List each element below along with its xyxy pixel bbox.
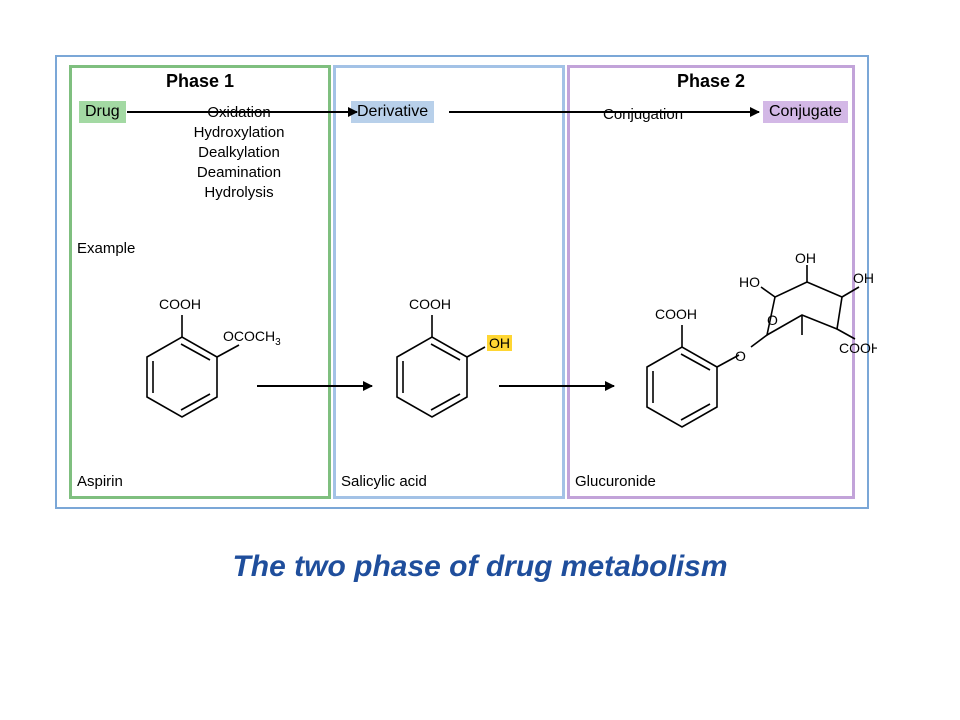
gluc-oh-label: OH (795, 250, 816, 266)
mol-name-salicylic: Salicylic acid (341, 473, 427, 490)
rxn-conjugation: Conjugation (603, 105, 683, 125)
mol-name-aspirin: Aspirin (77, 473, 123, 490)
example-label: Example (77, 240, 135, 257)
phase1-reactions: Oxidation Hydroxylation Dealkylation Dea… (159, 103, 319, 203)
gluc-cooh2-label: COOH (839, 340, 877, 356)
drug-badge: Drug (79, 101, 126, 123)
mol-glucuronide: COOH O O COOH OH HO OH (617, 217, 877, 477)
gluc-o-label: O (735, 348, 746, 364)
gluc-cooh-label: COOH (655, 306, 697, 322)
rxn-hydrolysis: Hydrolysis (159, 183, 319, 203)
mol-salicylic: COOH (357, 287, 527, 462)
conjugate-badge: Conjugate (763, 101, 848, 123)
aspirin-cooh-label: COOH (159, 296, 201, 312)
gluc-oh2-label: OH (853, 270, 874, 286)
rxn-oxidation: Oxidation (159, 103, 319, 123)
phase2-reactions: Conjugation (603, 105, 683, 125)
mol-aspirin: COOH OCOCH3 (97, 287, 287, 462)
rxn-dealkylation: Dealkylation (159, 143, 319, 163)
salicylic-cooh-label: COOH (409, 296, 451, 312)
salicylic-oh-badge: OH (487, 335, 512, 351)
phase1-header: Phase 1 (69, 71, 331, 92)
figure-caption: The two phase of drug metabolism (0, 550, 960, 584)
phase2-header: Phase 2 (567, 71, 855, 92)
rxn-deamination: Deamination (159, 163, 319, 183)
arrow-drug-to-derivative (127, 111, 357, 113)
gluc-o2-label: O (767, 312, 778, 328)
gluc-ho-label: HO (739, 274, 760, 290)
arrow-derivative-to-conjugate (449, 111, 759, 113)
diagram-frame: Phase 1 Drug Oxidation Hydroxylation Dea… (55, 55, 869, 509)
rxn-hydroxylation: Hydroxylation (159, 123, 319, 143)
derivative-badge: Derivative (351, 101, 434, 123)
aspirin-ococh3-label: OCOCH3 (223, 328, 281, 348)
